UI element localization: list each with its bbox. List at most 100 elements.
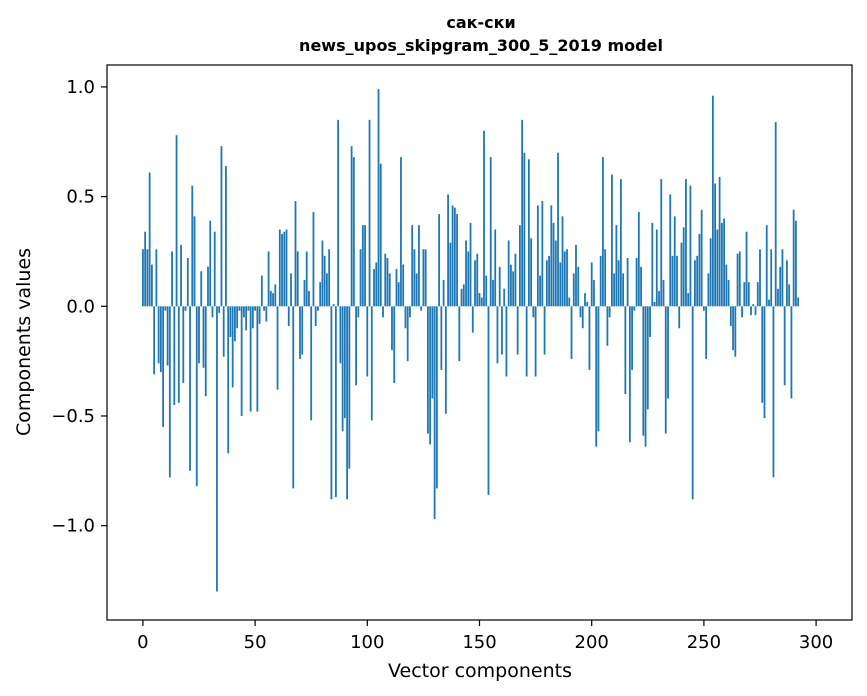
bar-160 — [501, 306, 503, 355]
bar-169 — [521, 119, 524, 307]
bar-278 — [765, 225, 768, 307]
bar-26 — [200, 271, 203, 307]
bar-175 — [534, 306, 537, 377]
bar-213 — [619, 179, 622, 307]
bar-71 — [301, 306, 304, 355]
bar-224 — [644, 306, 647, 447]
bar-100 — [366, 306, 369, 377]
bar-102 — [370, 306, 373, 421]
bar-108 — [384, 253, 387, 307]
y-axis-label: Components values — [13, 248, 35, 436]
bar-82 — [326, 273, 328, 307]
bar-89 — [341, 306, 344, 432]
bar-249 — [700, 209, 703, 307]
bar-261 — [727, 279, 730, 307]
bar-65 — [287, 306, 290, 327]
bar-29 — [207, 266, 209, 307]
bar-283 — [777, 288, 779, 307]
bar-247 — [696, 255, 699, 307]
bar-211 — [615, 225, 618, 307]
bar-279 — [768, 299, 770, 307]
bar-110 — [388, 273, 391, 307]
bar-207 — [606, 306, 609, 346]
bar-50 — [254, 306, 256, 311]
bar-262 — [729, 306, 732, 327]
bar-272 — [752, 304, 755, 307]
bar-64 — [285, 229, 288, 307]
bar-242 — [685, 179, 687, 307]
bar-2 — [146, 249, 149, 307]
bar-103 — [373, 269, 375, 307]
bar-135 — [444, 306, 447, 414]
bar-30 — [209, 220, 212, 307]
bar-216 — [626, 258, 629, 307]
bar-218 — [631, 306, 633, 370]
bar-19 — [184, 306, 187, 311]
bar-142 — [460, 288, 463, 307]
y-tick-label: 0.5 — [66, 187, 95, 208]
bar-72 — [303, 279, 306, 307]
bar-119 — [409, 306, 411, 318]
bar-200 — [590, 262, 593, 307]
plot-frame — [106, 64, 853, 621]
bar-290 — [792, 209, 795, 307]
bar-190 — [568, 297, 571, 307]
y-tick-label: 0.0 — [66, 296, 95, 317]
bar-274 — [756, 282, 759, 307]
bar-84 — [330, 306, 333, 500]
bar-195 — [579, 306, 582, 318]
bar-40 — [231, 306, 234, 388]
bar-137 — [449, 242, 452, 307]
bar-20 — [186, 258, 189, 307]
bar-42 — [236, 306, 239, 329]
bar-210 — [613, 273, 616, 307]
bar-32 — [213, 231, 216, 307]
bar-13 — [171, 251, 173, 307]
bar-101 — [368, 119, 371, 307]
bar-125 — [422, 249, 425, 307]
bar-10 — [164, 306, 167, 311]
bar-63 — [283, 231, 286, 307]
bar-25 — [198, 306, 200, 364]
bar-52 — [258, 306, 261, 324]
bar-238 — [676, 255, 678, 307]
bars-group — [142, 89, 800, 592]
bar-265 — [736, 253, 739, 307]
bar-204 — [599, 255, 602, 307]
bar-148 — [474, 260, 476, 307]
bar-161 — [503, 288, 506, 307]
bar-143 — [462, 284, 465, 307]
bar-177 — [539, 275, 541, 307]
bar-67 — [292, 306, 295, 489]
bar-45 — [242, 306, 245, 318]
bar-167 — [516, 306, 519, 355]
bar-15 — [175, 135, 178, 307]
bar-153 — [485, 275, 488, 307]
bar-192 — [572, 273, 575, 307]
bar-83 — [328, 249, 331, 307]
bar-14 — [173, 306, 176, 406]
bar-291 — [795, 220, 797, 307]
bar-49 — [251, 306, 254, 329]
bar-288 — [788, 284, 791, 307]
bar-287 — [786, 260, 788, 307]
bar-178 — [541, 201, 544, 307]
bar-173 — [530, 238, 533, 307]
bar-109 — [386, 258, 389, 307]
bar-132 — [438, 214, 441, 307]
bar-241 — [682, 227, 685, 307]
bar-104 — [375, 262, 378, 307]
chart-title: сак-ски — [446, 13, 515, 32]
bar-138 — [451, 205, 454, 307]
bar-221 — [637, 211, 640, 307]
bar-3 — [148, 172, 151, 307]
bar-144 — [465, 240, 467, 307]
bar-188 — [563, 251, 566, 307]
bar-122 — [415, 273, 418, 307]
bar-271 — [750, 306, 752, 316]
bar-27 — [202, 306, 205, 368]
bar-276 — [761, 306, 764, 403]
bar-155 — [489, 157, 492, 307]
bar-255 — [714, 183, 717, 307]
